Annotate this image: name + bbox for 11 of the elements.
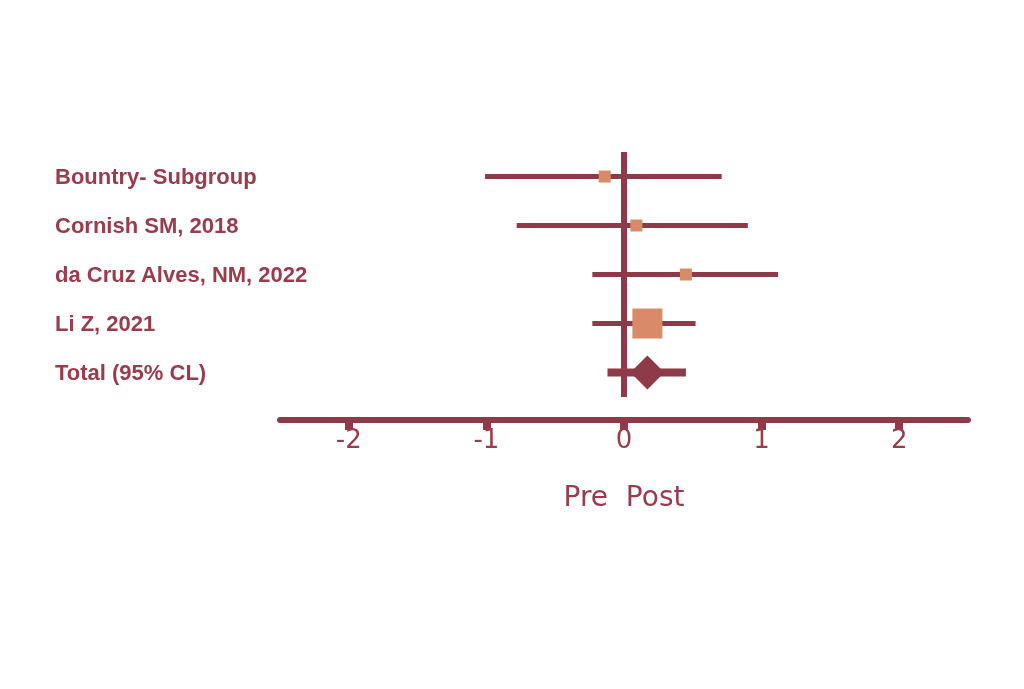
- y-tick-label: Total (95% CL): [55, 360, 207, 385]
- x-tick-label: -1: [473, 424, 500, 454]
- x-tick-label: -2: [335, 424, 362, 454]
- x-tick-label: 0: [615, 424, 633, 454]
- y-tick-label: Li Z, 2021: [55, 311, 156, 336]
- y-tick-label: da Cruz Alves, NM, 2022: [55, 262, 308, 287]
- x-axis-title: Pre Post: [563, 479, 685, 513]
- x-tick-label: 2: [890, 424, 908, 454]
- y-tick-label: Cornish SM, 2018: [55, 213, 239, 238]
- x-tick-label: 1: [753, 424, 770, 454]
- y-tick-label: Bountry- Subgroup: [55, 164, 257, 189]
